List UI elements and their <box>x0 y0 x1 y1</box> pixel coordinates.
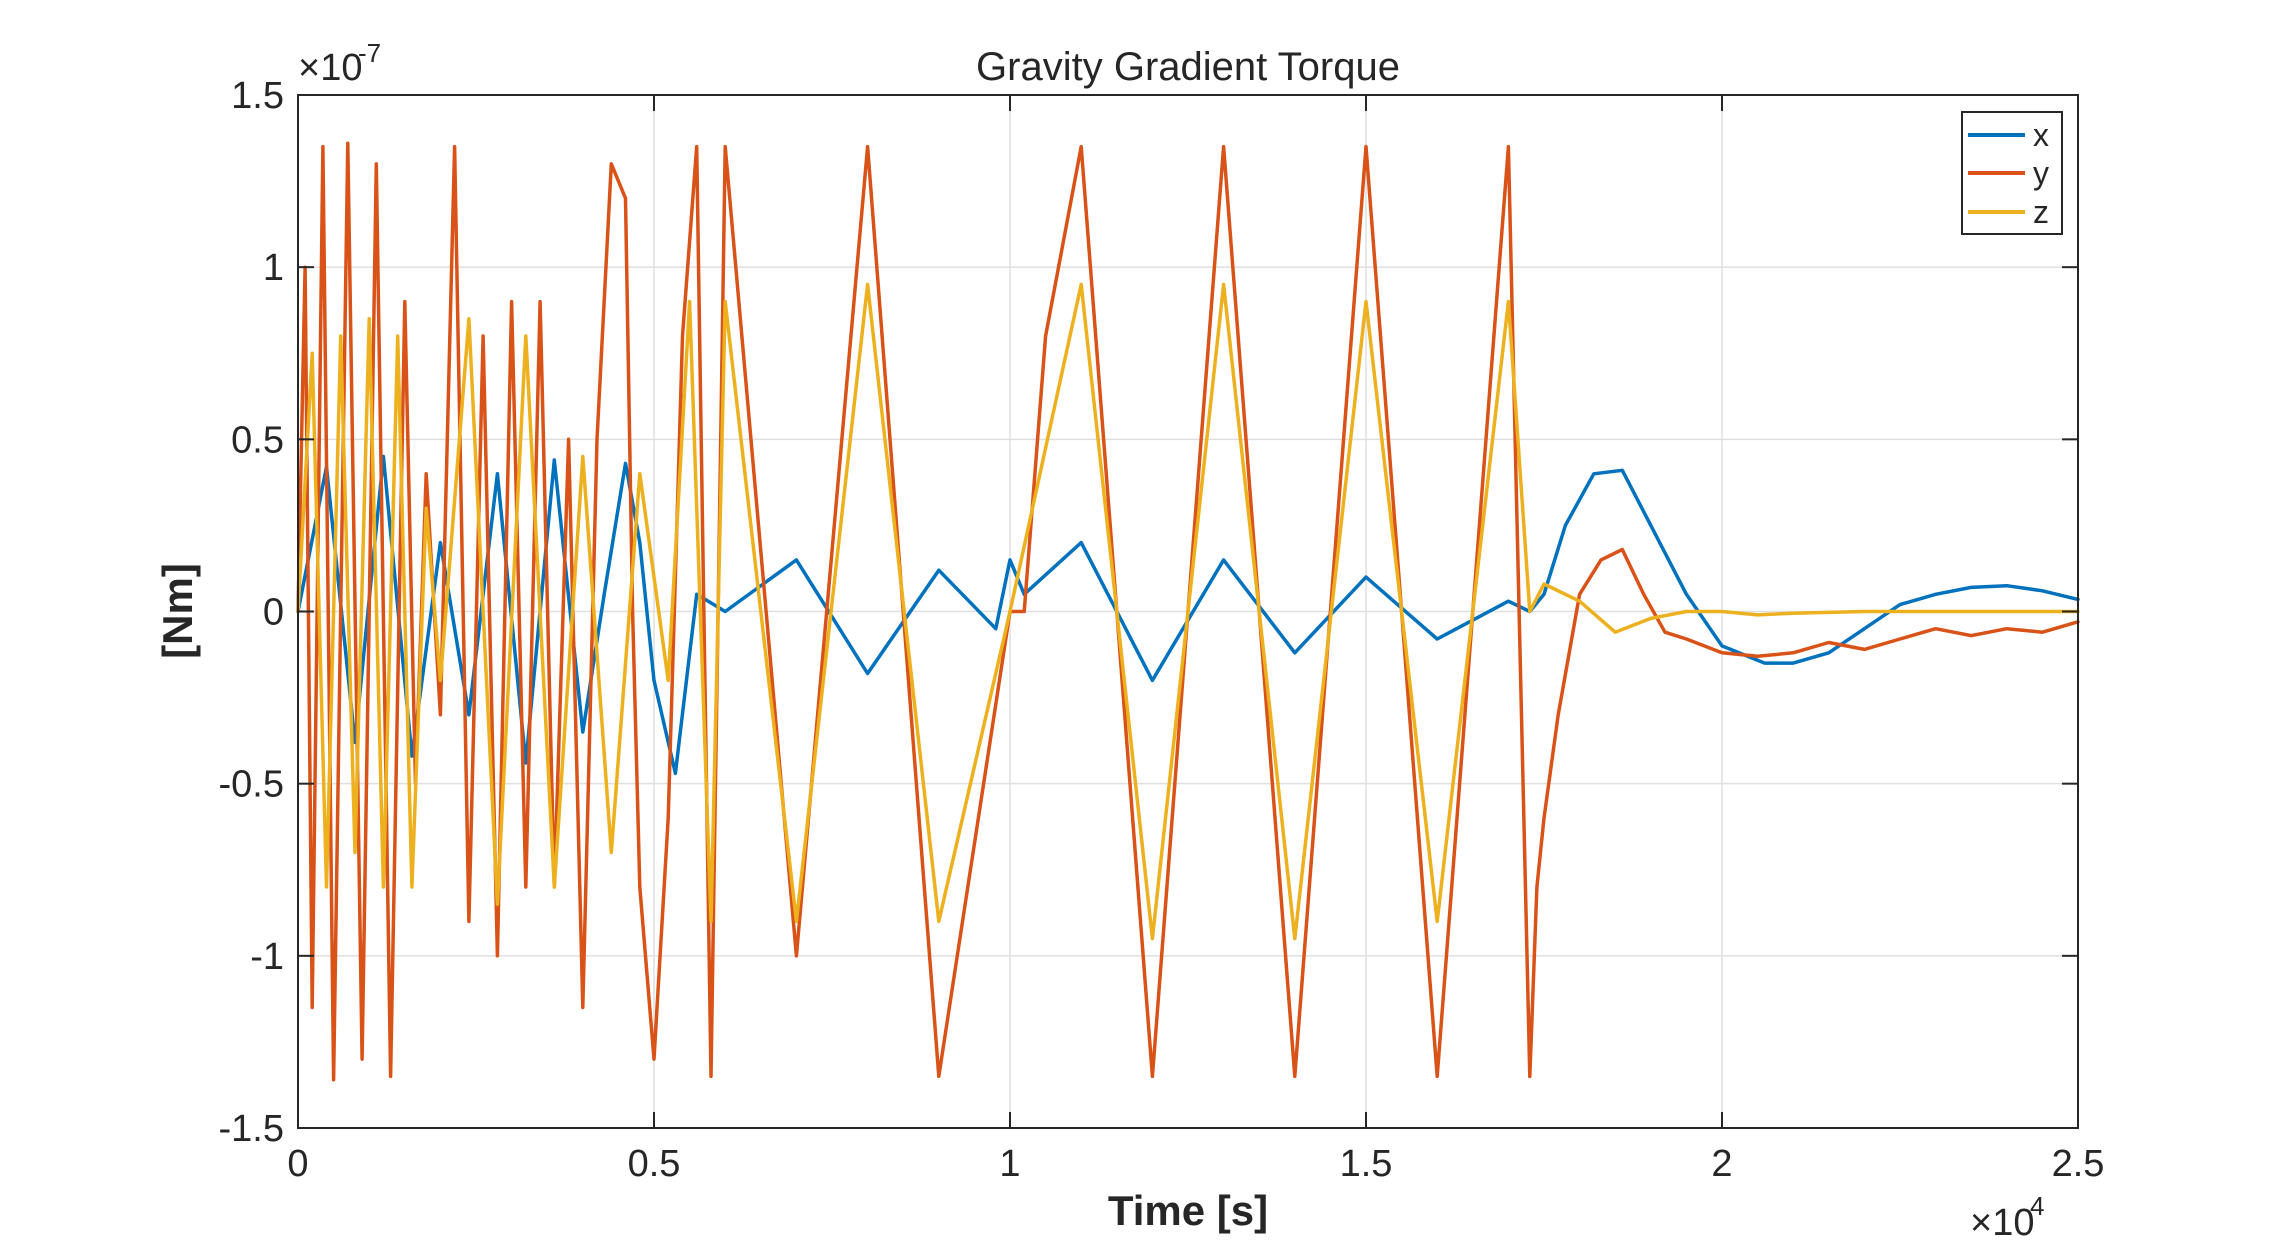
series-line-x <box>296 454 2080 776</box>
x-tick-labels: 0 0.5 1 1.5 2 2.5 <box>287 1143 2104 1185</box>
y-axis-title: [Nm] <box>154 563 201 659</box>
legend-label-z: z <box>2033 194 2049 230</box>
axis-ticks <box>297 94 2079 1129</box>
x-tick-label: 0.5 <box>628 1143 681 1185</box>
x-axis-exponent: ×10 4 <box>1970 1191 2044 1244</box>
x-exponent-power: 4 <box>2030 1191 2044 1221</box>
y-tick-labels: -1.5 -1 -0.5 0 0.5 1 1.5 <box>219 75 284 1150</box>
y-tick-label: 1 <box>263 247 284 289</box>
legend-label-x: x <box>2033 117 2049 153</box>
x-tick-label: 2 <box>1711 1143 1732 1185</box>
y-exponent-power: -7 <box>358 38 381 68</box>
x-axis-title: Time [s] <box>1108 1187 1268 1234</box>
y-tick-label: -0.5 <box>219 764 284 806</box>
y-tick-label: 1.5 <box>231 75 284 117</box>
x-tick-label: 1 <box>999 1143 1020 1185</box>
x-exponent-base: ×10 <box>1970 1202 2034 1244</box>
y-axis-exponent: ×10 -7 <box>298 38 381 89</box>
x-tick-label: 1.5 <box>1340 1143 1393 1185</box>
series-line-z <box>296 282 2080 941</box>
legend-label-y: y <box>2033 155 2049 191</box>
x-tick-label: 2.5 <box>2052 1143 2105 1185</box>
legend: x y z <box>1961 111 2063 235</box>
x-tick-label: 0 <box>287 1143 308 1185</box>
y-tick-label: 0.5 <box>231 419 284 461</box>
y-tick-label: -1.5 <box>219 1108 284 1150</box>
data-series <box>296 141 2080 1082</box>
y-tick-label: 0 <box>263 592 284 634</box>
chart-title: Gravity Gradient Torque <box>976 45 1400 89</box>
y-tick-label: -1 <box>250 936 284 978</box>
y-exponent-base: ×10 <box>298 47 362 89</box>
